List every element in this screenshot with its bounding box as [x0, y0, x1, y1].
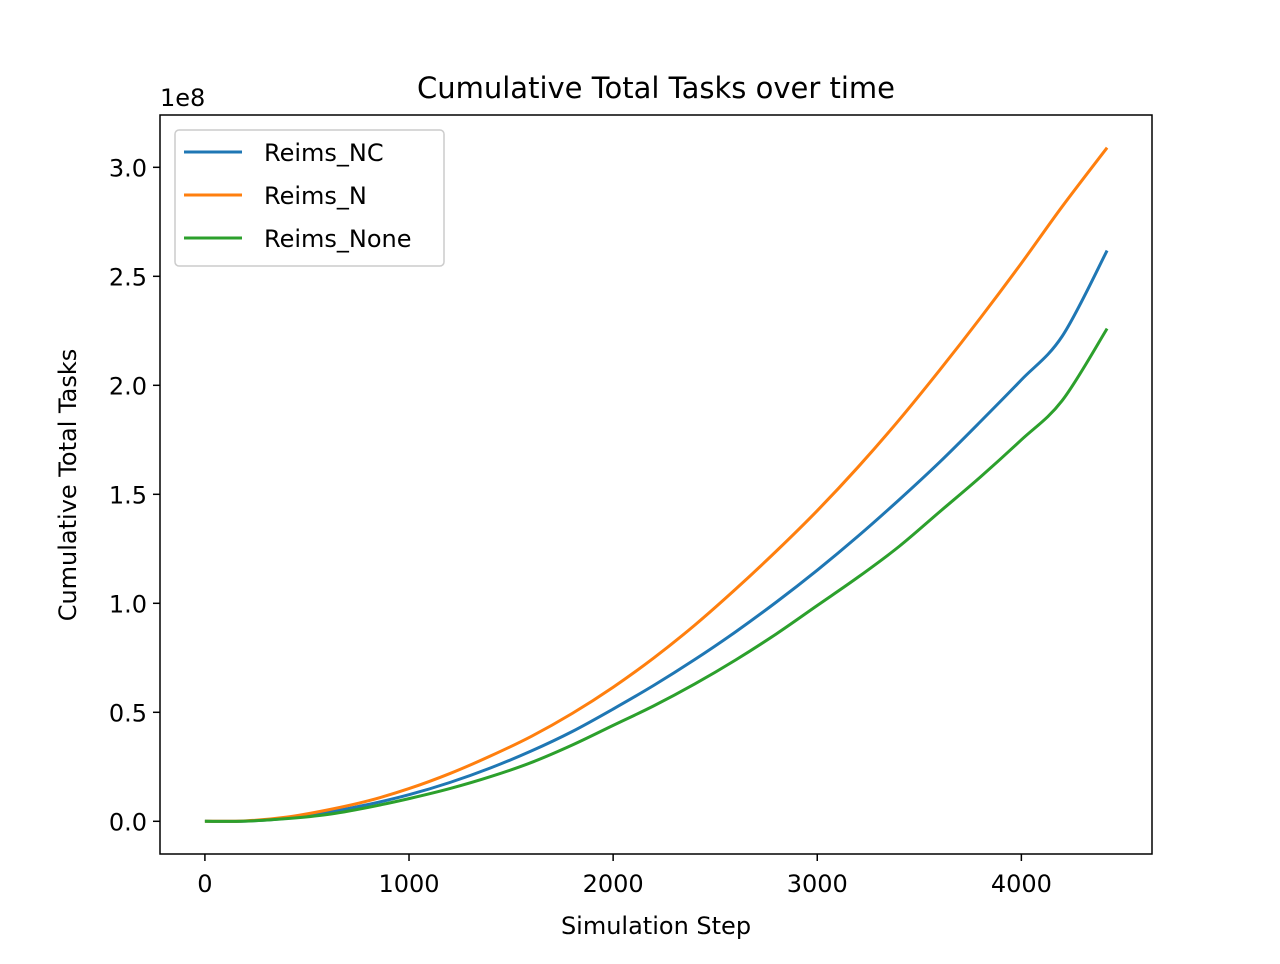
y-tick-label: 1.0 — [109, 590, 147, 618]
y-offset-label: 1e8 — [160, 84, 205, 112]
y-tick-label: 0.5 — [109, 699, 147, 727]
legend-label-reims-none: Reims_None — [264, 225, 412, 253]
y-tick-label: 1.5 — [109, 481, 147, 509]
y-axis-label: Cumulative Total Tasks — [54, 349, 82, 622]
x-tick-label: 4000 — [991, 870, 1052, 898]
y-tick-label: 2.0 — [109, 372, 147, 400]
x-tick-label: 0 — [197, 870, 212, 898]
x-tick-label: 2000 — [583, 870, 644, 898]
x-tick-label: 3000 — [787, 870, 848, 898]
y-tick-label: 3.0 — [109, 154, 147, 182]
legend-label-reims-nc: Reims_NC — [264, 139, 384, 167]
y-tick-label: 0.0 — [109, 808, 147, 836]
x-axis-label: Simulation Step — [561, 912, 751, 940]
series-line-reims-none — [204, 327, 1109, 823]
plot-frame — [159, 114, 1153, 855]
x-tick-label: 1000 — [378, 870, 439, 898]
y-tick-label: 2.5 — [109, 263, 147, 291]
chart-title: Cumulative Total Tasks over time — [417, 71, 895, 105]
legend-label-reims-n: Reims_N — [264, 182, 367, 210]
series-line-reims-nc — [204, 249, 1109, 823]
series-line-reims-n — [204, 146, 1109, 823]
axes-layer: 0 1000 2000 3000 4000 0.0 0.5 1.0 1.5 2.0 2.5 3.0 — [109, 154, 1052, 898]
legend-frame — [174, 129, 445, 267]
series-layer — [204, 146, 1109, 823]
legend: Reims_NC Reims_N Reims_None — [174, 129, 445, 267]
